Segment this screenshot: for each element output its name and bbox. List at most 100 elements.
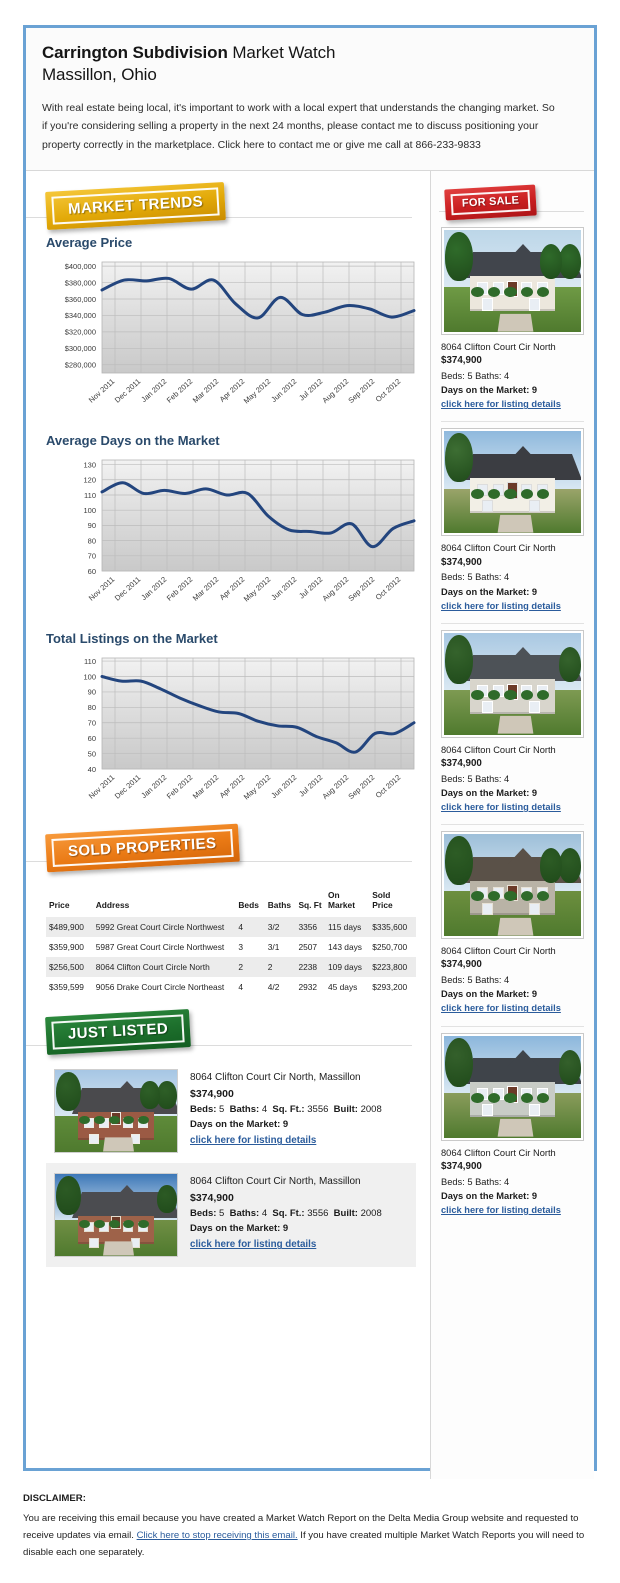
listing-days-on-market: Days on the Market: 9 xyxy=(441,586,538,597)
photo-shrub xyxy=(520,1092,534,1103)
for-sale-photo[interactable] xyxy=(441,1032,584,1141)
cell-sqft: 2932 xyxy=(298,982,318,992)
just-listed-list: 8064 Clifton Court Cir North, Massillon $… xyxy=(26,1055,430,1267)
svg-text:Mar 2012: Mar 2012 xyxy=(191,773,221,801)
for-sale-photo[interactable] xyxy=(441,831,584,940)
just-listed-photo[interactable] xyxy=(54,1069,178,1153)
just-listed-info: 8064 Clifton Court Cir North, Massillon $… xyxy=(190,1173,382,1253)
svg-text:90: 90 xyxy=(88,688,96,697)
photo-inner xyxy=(444,632,581,735)
svg-text:Oct 2012: Oct 2012 xyxy=(374,575,403,602)
listing-details-link[interactable]: click here for listing details xyxy=(190,1135,317,1147)
photo-shrub xyxy=(471,488,484,499)
svg-text:Mar 2012: Mar 2012 xyxy=(191,377,221,405)
col-header-price: Price xyxy=(49,900,70,910)
svg-text:Jan 2012: Jan 2012 xyxy=(139,377,168,404)
photo-shrub xyxy=(137,1115,149,1125)
table-header-row: Price Address Beds Baths Sq. Ft On Marke… xyxy=(46,883,416,917)
chart-title-average-price: Average Price xyxy=(46,235,133,250)
table-row: $359,900 5987 Great Court Circle Northwes… xyxy=(46,937,416,957)
listing-days-on-market: Days on the Market: 9 xyxy=(441,385,538,396)
listing-price: $374,900 xyxy=(441,355,482,367)
just-listed-info: 8064 Clifton Court Cir North, Massillon $… xyxy=(190,1069,382,1149)
cell-address: 8064 Clifton Court Circle North xyxy=(92,957,236,977)
table-row: $256,500 8064 Clifton Court Circle North 2… xyxy=(46,957,416,977)
photo-window xyxy=(482,902,494,915)
svg-text:Oct 2012: Oct 2012 xyxy=(374,377,403,404)
cell-baths: 3/1 xyxy=(267,942,280,952)
disclaimer-text-1: You are receiving this email because you… xyxy=(23,1513,579,1542)
svg-text:Aug 2012: Aug 2012 xyxy=(320,377,350,405)
photo-window xyxy=(528,499,540,513)
svg-text:100: 100 xyxy=(83,506,96,515)
listing-address: 8064 Clifton Court Cir North xyxy=(441,1147,556,1158)
listing-details-link[interactable]: click here for listing details xyxy=(190,1239,317,1251)
listing-details-link[interactable]: click here for listing details xyxy=(441,399,561,410)
for-sale-photo[interactable] xyxy=(441,227,584,335)
photo-window xyxy=(482,701,494,714)
photo-shrub xyxy=(94,1219,105,1229)
listing-price: $374,900 xyxy=(441,757,482,769)
cell-baths: 3/2 xyxy=(264,917,296,937)
cell-price: $359,900 xyxy=(49,942,84,952)
intro-paragraph: With real estate being local, it's impor… xyxy=(42,101,555,151)
for-sale-ribbon-label: FOR SALE xyxy=(450,189,531,216)
listing-days-on-market: Days on the Market: 9 xyxy=(441,787,538,798)
cell-sqft: 2238 xyxy=(295,957,325,977)
just-listed-item: 8064 Clifton Court Cir North, Massillon $… xyxy=(46,1163,416,1267)
for-sale-item: 8064 Clifton Court Cir North $374,900 Beds… xyxy=(441,622,584,824)
cell-on-market: 109 days xyxy=(325,957,370,977)
for-sale-header: FOR SALE xyxy=(431,171,594,221)
for-sale-info: 8064 Clifton Court Cir North $374,900 Beds… xyxy=(441,944,584,1015)
photo-shrub xyxy=(537,1092,550,1103)
photo-shrub xyxy=(487,1092,501,1103)
for-sale-item: 8064 Clifton Court Cir North $374,900 Beds… xyxy=(441,824,584,1025)
listing-details-link[interactable]: click here for listing details xyxy=(441,802,561,813)
just-listed-header: JUST LISTED xyxy=(26,997,430,1055)
photo-gable xyxy=(507,1049,540,1067)
svg-text:$300,000: $300,000 xyxy=(65,344,96,353)
photo-walkway xyxy=(102,1137,135,1152)
photo-shrub xyxy=(537,689,550,701)
average-price-chart-block: Average Price $280,000 $300,000 $320,000 $3… xyxy=(26,229,430,427)
photo-inner xyxy=(444,1035,581,1138)
svg-text:Aug 2012: Aug 2012 xyxy=(320,773,350,801)
listing-price: $374,900 xyxy=(190,1191,234,1204)
photo-shrub xyxy=(137,1219,149,1229)
photo-window xyxy=(528,902,540,915)
photo-shrub xyxy=(504,488,517,499)
disclaimer-title: DISCLAIMER: xyxy=(23,1493,86,1504)
photo-inner xyxy=(444,431,581,534)
photo-tree xyxy=(445,836,473,886)
listing-details-link[interactable]: click here for listing details xyxy=(441,1204,561,1215)
photo-shrub xyxy=(487,891,501,902)
svg-text:Sep 2012: Sep 2012 xyxy=(346,575,376,603)
svg-text:110: 110 xyxy=(84,491,96,500)
cell-sqft: 2507 xyxy=(298,942,318,952)
unsubscribe-link[interactable]: Click here to stop receiving this email. xyxy=(136,1530,298,1542)
photo-shrub xyxy=(487,287,501,298)
disclaimer: DISCLAIMER: You are receiving this email… xyxy=(23,1490,597,1561)
photo-shrub xyxy=(504,287,517,298)
cell-beds: 4 xyxy=(238,982,244,992)
svg-text:Nov 2011: Nov 2011 xyxy=(87,773,116,801)
svg-text:$400,000: $400,000 xyxy=(65,262,96,271)
listing-details-link[interactable]: click here for listing details xyxy=(441,600,561,611)
listing-details-link[interactable]: click here for listing details xyxy=(441,1003,561,1014)
photo-gable xyxy=(507,244,540,262)
for-sale-photo[interactable] xyxy=(441,428,584,537)
photo-shrub xyxy=(123,1219,135,1229)
photo-window xyxy=(482,1104,494,1117)
cell-address: 5987 Great Court Circle Northwest xyxy=(95,942,225,952)
photo-shrub xyxy=(471,891,484,902)
just-listed-photo[interactable] xyxy=(54,1173,178,1257)
cell-price: $359,599 xyxy=(49,982,84,992)
svg-text:May 2012: May 2012 xyxy=(242,773,272,802)
for-sale-photo[interactable] xyxy=(441,629,584,738)
email-frame: Carrington Subdivision Market Watch Mass… xyxy=(23,25,597,1479)
listing-address: 8064 Clifton Court Cir North xyxy=(441,946,556,957)
svg-text:$340,000: $340,000 xyxy=(65,311,96,320)
sold-properties-ribbon-label: SOLD PROPERTIES xyxy=(51,828,234,868)
photo-window xyxy=(482,298,494,311)
